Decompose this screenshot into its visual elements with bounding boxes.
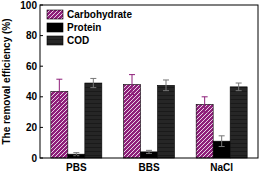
bar — [230, 87, 247, 158]
y-tick-label: 0 — [31, 153, 37, 164]
legend-label: COD — [67, 35, 89, 46]
x-tick-label: PBS — [66, 162, 87, 173]
y-tick-label: 40 — [26, 91, 38, 102]
error-bar — [219, 136, 225, 147]
error-bar — [236, 83, 242, 91]
error-bar — [129, 75, 135, 95]
bar — [158, 85, 175, 158]
chart-svg: 0 20 40 60 80 100 PBS BBS NaCl The removal effici… — [0, 0, 262, 189]
legend-swatch — [47, 10, 63, 19]
legend-label: Carbohydrate — [67, 9, 132, 20]
error-bar — [163, 80, 169, 91]
x-tick — [76, 155, 77, 158]
legend-swatch — [47, 36, 63, 45]
error-bar — [56, 79, 62, 103]
legend-swatch — [47, 23, 63, 32]
y-axis-label: The removal efficiency (%) — [1, 18, 12, 144]
y-tick-label: 80 — [26, 30, 38, 41]
x-tick — [221, 155, 222, 158]
legend-label: Protein — [67, 22, 101, 33]
bar — [85, 83, 102, 158]
y-tick-label: 100 — [20, 0, 37, 11]
chart-root: 0 20 40 60 80 100 PBS BBS NaCl The removal effici… — [0, 0, 262, 189]
error-bar — [202, 97, 208, 112]
x-tick-label: BBS — [138, 162, 159, 173]
bar — [124, 85, 141, 158]
y-tick-label: 20 — [26, 122, 38, 133]
error-bar — [146, 150, 152, 153]
error-bar — [90, 78, 96, 87]
plot-frame — [40, 5, 258, 158]
x-tick — [149, 155, 150, 158]
x-tick-label: NaCl — [210, 162, 233, 173]
y-tick-label: 60 — [26, 61, 38, 72]
